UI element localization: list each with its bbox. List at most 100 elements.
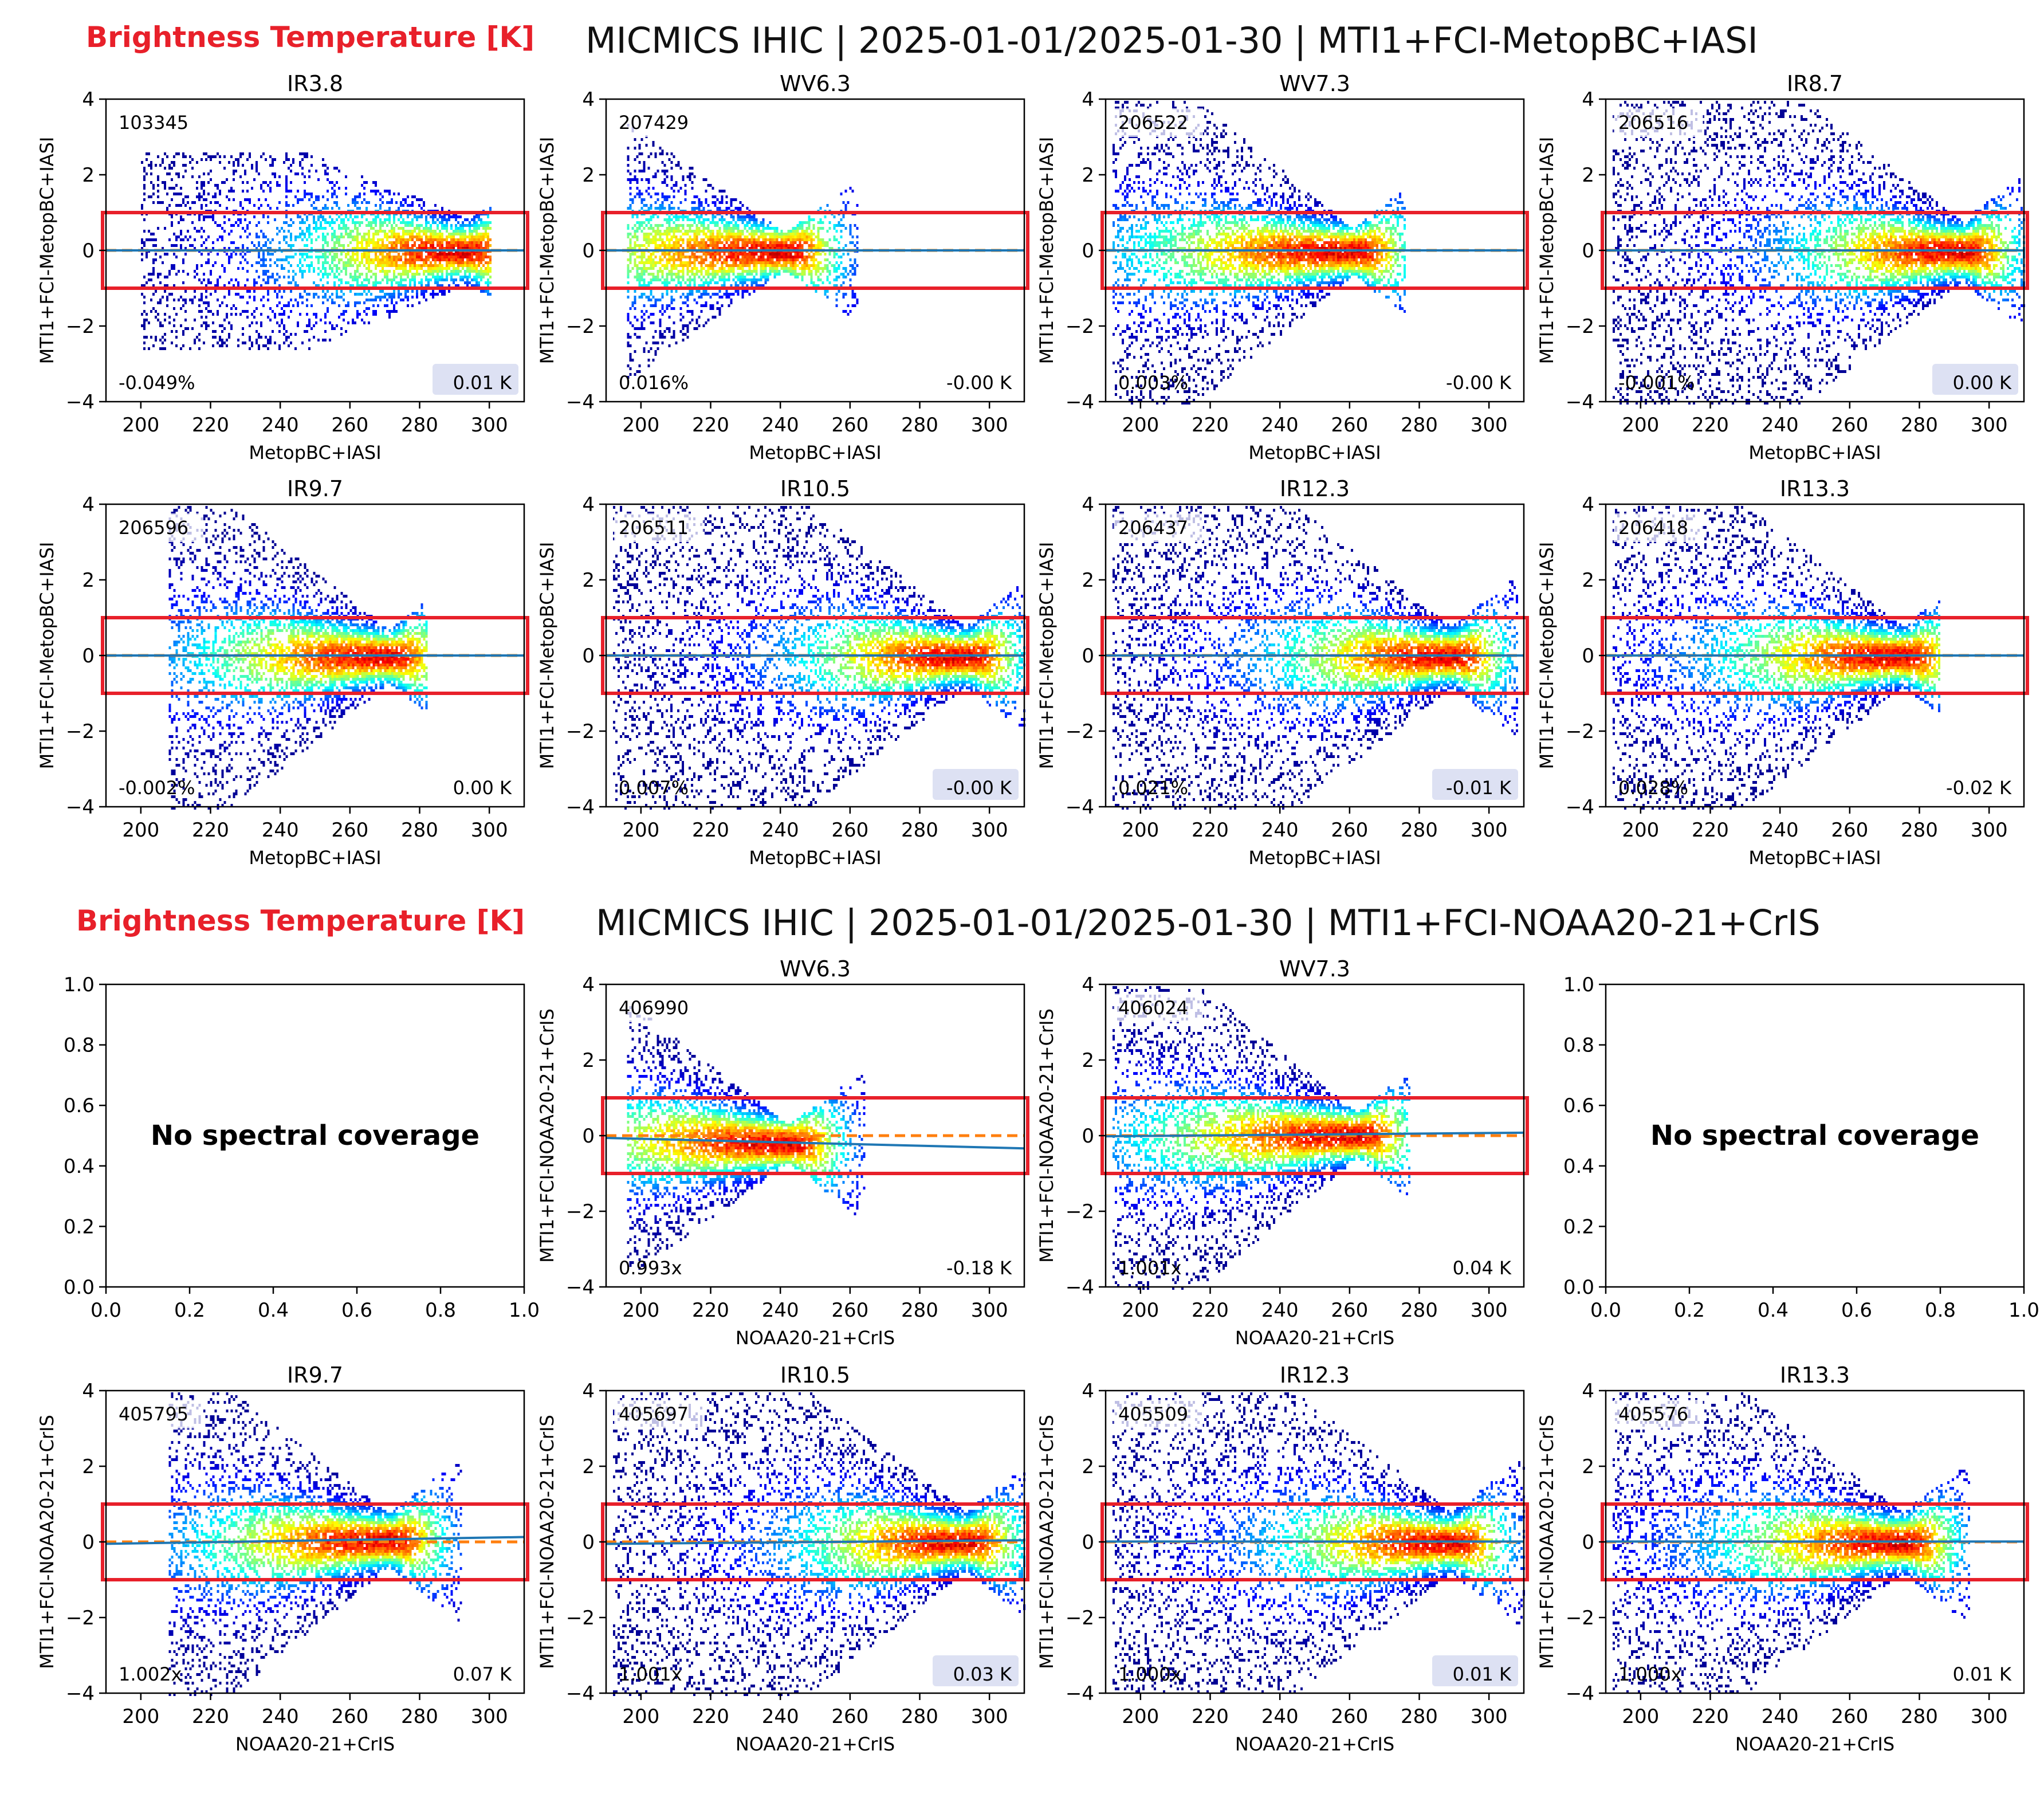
x-tick-label: 0.2 [1674,1299,1705,1322]
y-tick-label: 4 [582,88,595,111]
x-tick-label: 260 [331,819,368,842]
x-tick-label: 220 [192,819,229,842]
x-tick-label: 200 [1122,414,1159,437]
x-axis-label: NOAA20-21+CrIS [1735,1733,1894,1755]
x-tick-label: 200 [122,414,159,437]
stat-right: -0.18 K [946,1257,1012,1279]
x-tick-label: 0.8 [1925,1299,1956,1322]
y-tick-label: 0.2 [64,1215,95,1238]
stat-left: 0.007% [619,777,689,799]
y-tick-label: −2 [1066,1607,1094,1630]
y-tick-label: 0 [1582,1531,1594,1554]
subplot-ir10-5-5: 200 220 240 260 280 300 4 2 0 −2 −4 IR10.5 MetopBC+I… [536,476,1029,869]
y-axis-label: MTI1+FCI-MetopBC+IASI [36,137,58,364]
y-axis-label: MTI1+FCI-MetopBC+IASI [36,542,58,770]
stat-right: -0.00 K [946,372,1012,394]
x-axis-label: NOAA20-21+CrIS [736,1327,895,1349]
subplot-title: IR3.8 [287,71,343,96]
x-tick-label: 0.6 [1841,1299,1872,1322]
stat-right: 0.00 K [453,777,512,799]
y-tick-label: 0 [582,240,595,262]
count-box [114,108,203,137]
y-tick-label: −2 [1066,315,1094,338]
axes-frame [1605,983,2025,1288]
x-tick-label: 200 [122,819,159,842]
fit-line [606,1136,1025,1150]
subplot-wv7-3-2: 200 220 240 260 280 300 4 2 0 −2 −4 WV7.3 MetopBC+IA… [1036,71,1529,464]
stat-box [933,1655,1019,1686]
y-tick-label: −4 [1066,1682,1094,1705]
y-tick-label: 2 [1082,1049,1094,1072]
x-tick-label: 240 [1261,1299,1299,1322]
y-tick-label: 0 [1082,645,1094,668]
y-tick-label: −4 [566,796,595,819]
x-tick-label: 280 [901,1299,938,1322]
density-cells [168,1392,462,1696]
y-axis-label: MTI1+FCI-NOAA20-21+CrIS [536,1415,558,1669]
sample-count: 405509 [1118,1403,1188,1425]
y-tick-label: 2 [82,1455,95,1478]
subplot-title: IR12.3 [1280,1363,1350,1388]
y-tick-label: −4 [1566,1682,1594,1705]
x-tick-label: 240 [262,414,299,437]
subplot-wv7-3-10: 200 220 240 260 280 300 4 2 0 −2 −4 WV7.3 NOAA20-21+… [1036,956,1529,1349]
stat-left: 0.003% [1118,372,1188,394]
y-tick-label: 2 [582,1049,595,1072]
y-tick-label: 0 [1582,645,1594,668]
stat-right: 0.07 K [453,1663,512,1685]
subplot-ir9-7-4: 200 220 240 260 280 300 4 2 0 −2 −4 IR9.7 MetopBC+IA… [36,476,529,869]
density-cells [1113,101,1406,405]
x-tick-label: 220 [692,1299,729,1322]
y-tick-label: 4 [1582,493,1594,516]
x-axis-label: MetopBC+IASI [1748,442,1881,464]
x-tick-label: 300 [1471,414,1508,437]
y-tick-label: 4 [1582,88,1594,111]
x-tick-label: 0.8 [425,1299,456,1322]
stat-left: -0.001% [1618,372,1695,394]
x-tick-label: 240 [1261,1705,1299,1728]
y-tick-label: 0 [582,645,595,668]
x-axis-label: NOAA20-21+CrIS [736,1733,895,1755]
y-tick-label: −4 [66,1682,95,1705]
y-tick-label: −4 [566,391,595,414]
y-tick-label: 4 [82,88,95,111]
x-tick-label: 300 [971,414,1008,437]
sample-count: 405576 [1618,1403,1688,1425]
x-tick-label: 220 [692,1705,729,1728]
y-tick-label: 0.0 [64,1276,95,1299]
x-tick-label: 220 [192,414,229,437]
x-tick-label: 280 [401,819,438,842]
y-tick-label: 2 [1582,569,1594,592]
x-tick-label: 300 [1971,819,2008,842]
subplot-ir10-5-13: 200 220 240 260 280 300 4 2 0 −2 −4 IR10.5 NOAA20-21… [536,1363,1029,1755]
x-tick-label: 0.2 [174,1299,205,1322]
x-tick-label: 220 [1192,1705,1229,1728]
x-tick-label: 200 [1622,414,1659,437]
sample-count: 207429 [619,112,689,134]
x-tick-label: 240 [1762,819,1799,842]
x-axis-label: NOAA20-21+CrIS [1235,1733,1394,1755]
y-tick-label: 0.4 [64,1155,95,1178]
x-tick-label: 260 [1331,414,1368,437]
x-tick-label: 300 [471,1705,508,1728]
x-tick-label: 220 [692,819,729,842]
y-tick-label: −4 [1066,391,1094,414]
x-tick-label: 240 [262,1705,299,1728]
subplot-wv6-3-1: 200 220 240 260 280 300 4 2 0 −2 −4 WV6.3 MetopBC+IA… [536,71,1029,464]
y-axis-label: MTI1+FCI-NOAA20-21+CrIS [1036,1008,1058,1263]
x-tick-label: 260 [1331,819,1368,842]
x-tick-label: 0.4 [1758,1299,1789,1322]
y-tick-label: 0 [582,1125,595,1148]
x-tick-label: 240 [762,1705,799,1728]
subplot-ir13-3-7: 200 220 240 260 280 300 4 2 0 −2 −4 IR13.3 MetopBC+I… [1536,476,2029,869]
y-tick-label: 1.0 [64,973,95,996]
x-tick-label: 300 [1971,414,2008,437]
stat-left: 1.000x [1618,1663,1682,1685]
y-tick-label: 4 [1082,1380,1094,1403]
density-cells [1613,101,2026,405]
x-tick-label: 300 [1471,819,1508,842]
x-axis-label: MetopBC+IASI [749,442,881,464]
y-tick-label: 0.6 [64,1094,95,1117]
x-tick-label: 280 [1401,414,1438,437]
x-tick-label: 280 [1401,1299,1438,1322]
